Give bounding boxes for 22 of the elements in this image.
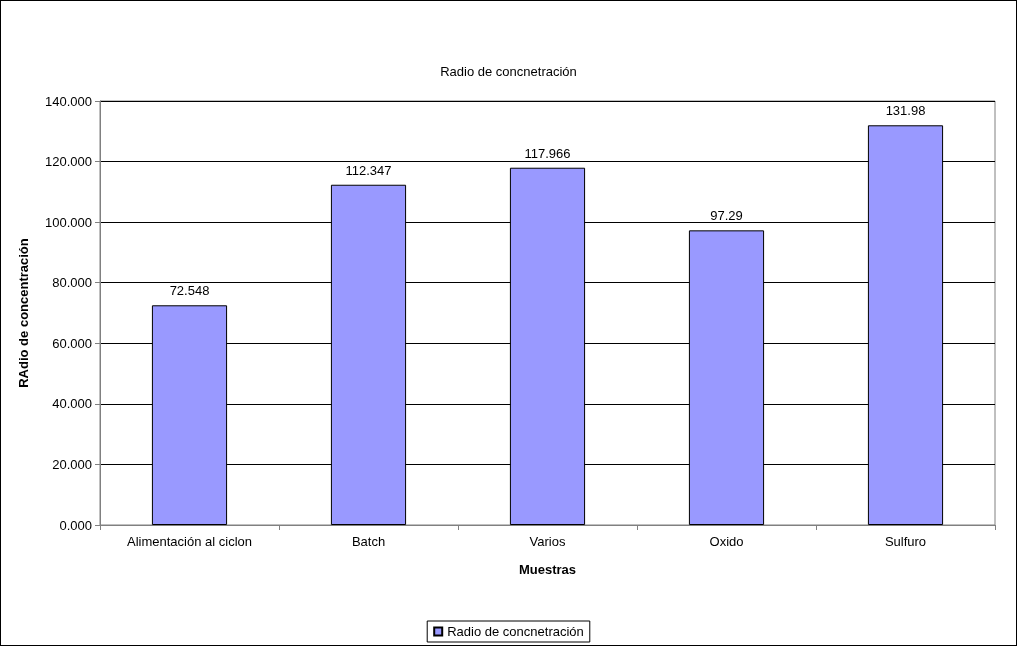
x-tick-label: Varios — [529, 534, 566, 549]
data-label: 72.548 — [169, 283, 210, 299]
y-tick-label: 120.000 — [45, 154, 92, 170]
y-tick-label: 0.000 — [59, 517, 92, 533]
data-label: 117.966 — [524, 145, 571, 161]
x-tick-label: Alimentación al ciclon — [126, 534, 253, 549]
x-tick-label: Oxido — [709, 534, 744, 549]
y-tick-label: 40.000 — [52, 396, 92, 412]
y-tick-label: 20.000 — [52, 456, 92, 472]
chart-title: Radio de concnetración — [440, 64, 577, 79]
y-axis-title: RAdio de concentración — [16, 238, 31, 388]
data-label: 112.347 — [345, 162, 392, 178]
x-tick-label: Sulfuro — [884, 534, 927, 549]
y-tick-label: 100.000 — [45, 214, 92, 230]
x-tick-label: Batch — [351, 534, 386, 549]
y-tick-label: 60.000 — [52, 335, 92, 351]
legend-label: Radio de concnetración — [447, 624, 584, 639]
data-label: 131.98 — [885, 103, 926, 119]
data-label: 97.29 — [710, 208, 743, 224]
y-tick-label: 80.000 — [52, 275, 92, 291]
y-tick-label: 140.000 — [45, 93, 92, 109]
x-axis-title: Muestras — [518, 562, 577, 577]
